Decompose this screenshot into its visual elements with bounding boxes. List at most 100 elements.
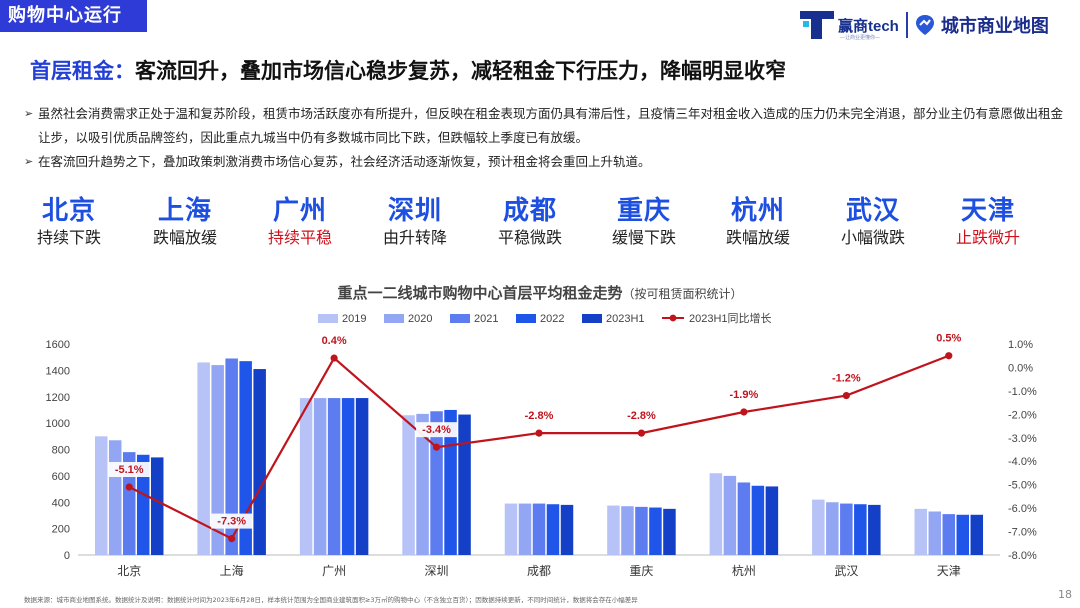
bar-2020 xyxy=(416,413,429,555)
bar-2023H1 xyxy=(355,398,369,555)
bar-2023H1 xyxy=(560,504,574,555)
city-name: 深圳 xyxy=(387,196,442,226)
x-tick-label: 广州 xyxy=(322,564,346,578)
y2-tick-label: -5.0% xyxy=(1008,480,1037,492)
y-tick-label: 1200 xyxy=(46,392,70,404)
data-label-bg xyxy=(416,422,458,438)
x-tick-label: 成都 xyxy=(527,564,551,578)
bar-2019 xyxy=(299,398,313,555)
growth-point xyxy=(330,354,338,362)
y-tick-label: 0 xyxy=(64,550,70,562)
city-card-hangzhou: 杭州 跌幅放缓 xyxy=(703,196,813,250)
y2-tick-label: 0.0% xyxy=(1008,362,1033,374)
source-footnote: 数据来源：城市商业地图系统。数据统计及说明：数据统计时间为2023年6月28日，… xyxy=(24,596,638,604)
y2-tick-label: -3.0% xyxy=(1008,433,1037,445)
city-trend: 小幅微跌 xyxy=(840,228,905,247)
data-label-bg xyxy=(931,330,966,346)
city-card-chongqing: 重庆 缓慢下跌 xyxy=(589,196,699,250)
y2-tick-label: 1.0% xyxy=(1008,339,1033,351)
legend-label: 2019 xyxy=(342,313,366,325)
growth-point xyxy=(842,391,850,400)
city-card-shanghai: 上海 跌幅放缓 xyxy=(130,196,240,250)
city-trend: 平稳微跌 xyxy=(497,228,562,247)
bar-2023H1 xyxy=(458,414,471,555)
legend-line-marker xyxy=(669,314,677,322)
legend-label: 2021 xyxy=(474,313,498,325)
legend-swatch-2023H1 xyxy=(582,314,602,323)
x-tick-label: 武汉 xyxy=(834,564,858,578)
growth-point xyxy=(228,534,236,543)
headline-text: 客流回升，叠加市场信心稳步复苏，减轻租金下行压力，降幅明显收窄 xyxy=(135,59,786,83)
bar-2023H1 xyxy=(970,514,984,555)
bar-2022 xyxy=(751,485,765,555)
x-tick-label: 重庆 xyxy=(629,564,653,578)
data-label-bg xyxy=(723,386,765,402)
bullet-text: 虽然社会消费需求正处于温和复苏阶段，租赁市场活跃度亦有所提升，但反映在租金表现方… xyxy=(38,106,1064,145)
y2-tick-label: -1.0% xyxy=(1008,386,1037,398)
legend-swatch-2022 xyxy=(516,314,536,323)
data-label: -1.2% xyxy=(832,373,861,385)
y2-tick-label: -2.0% xyxy=(1008,409,1037,421)
data-label: -2.8% xyxy=(525,410,554,422)
data-label-bg xyxy=(620,408,662,424)
y2-tick-label: -6.0% xyxy=(1008,503,1037,515)
data-label: -5.1% xyxy=(115,464,144,476)
data-label: -1.9% xyxy=(730,389,759,401)
city-name: 武汉 xyxy=(845,196,900,226)
chart-title-note: （按可租赁面积统计） xyxy=(622,287,743,301)
legend-label: 2020 xyxy=(408,313,432,325)
bar-2019 xyxy=(504,503,518,555)
legend-swatch-2021 xyxy=(450,314,470,323)
bar-2021 xyxy=(532,503,546,555)
growth-point xyxy=(945,352,953,360)
page-number: 18 xyxy=(1058,588,1072,601)
bar-2021 xyxy=(225,358,238,555)
bar-2020 xyxy=(826,502,839,555)
bar-2019 xyxy=(709,473,723,555)
section-tag: 购物中心运行 xyxy=(0,0,147,32)
city-trend: 缓慢下跌 xyxy=(611,228,676,247)
y-tick-label: 400 xyxy=(52,497,70,509)
city-card-shenzhen: 深圳 由升转降 xyxy=(360,196,470,250)
bar-2023H1 xyxy=(663,508,676,555)
legend-label: 2022 xyxy=(540,313,564,325)
data-label-bg xyxy=(317,333,352,349)
legend-swatch-2019 xyxy=(318,314,338,323)
bar-2021 xyxy=(942,514,956,555)
bar-2022 xyxy=(854,504,867,555)
arrow-bullet-icon: ➢ xyxy=(24,107,34,120)
city-card-tianjin: 天津 止跌微升 xyxy=(933,196,1043,250)
bar-2021 xyxy=(635,506,648,555)
y-tick-label: 800 xyxy=(52,445,70,457)
bullet-item: ➢ 在客流回升趋势之下，叠加政策刺激消费市场信心复苏，社会经济活动逐渐恢复，预计… xyxy=(24,150,1070,174)
data-label: -3.4% xyxy=(422,424,451,436)
bar-2022 xyxy=(649,507,662,555)
map-pin-logo-icon xyxy=(915,15,934,35)
legend-swatch-2020 xyxy=(384,314,404,323)
city-name: 上海 xyxy=(157,196,212,226)
city-card-wuhan: 武汉 小幅微跌 xyxy=(818,196,928,250)
legend-label: 2023H1 xyxy=(606,313,645,325)
y-tick-label: 1400 xyxy=(46,365,70,377)
bar-2022 xyxy=(546,504,560,555)
x-tick-label: 深圳 xyxy=(425,564,449,578)
bar-2021 xyxy=(327,398,341,555)
city-name: 北京 xyxy=(41,196,96,226)
bar-2019 xyxy=(914,508,928,555)
data-label-bg xyxy=(825,370,867,386)
data-label-bg xyxy=(211,513,253,529)
city-trend: 跌幅放缓 xyxy=(725,228,790,247)
x-tick-label: 北京 xyxy=(117,564,141,578)
logo-group: 赢商tech —让商业更懂你— 城市商业地图 xyxy=(800,8,1049,42)
y-tick-label: 1000 xyxy=(46,418,70,430)
city-trend: 持续下跌 xyxy=(36,228,101,247)
bar-2020 xyxy=(928,511,942,555)
growth-point xyxy=(637,429,646,437)
bar-2021 xyxy=(840,503,853,555)
brand-logo-subtext: —让商业更懂你— xyxy=(840,35,881,41)
bar-2021 xyxy=(737,482,751,555)
page-headline: 首层租金：客流回升，叠加市场信心稳步复苏，减轻租金下行压力，降幅明显收窄 xyxy=(30,55,786,85)
bullet-list: ➢ 虽然社会消费需求正处于温和复苏阶段，租赁市场活跃度亦有所提升，但反映在租金表… xyxy=(24,102,1070,174)
chart-title: 重点一二线城市购物中心首层平均租金走势（按可租赁面积统计） xyxy=(0,282,1080,303)
city-name: 杭州 xyxy=(730,196,785,226)
